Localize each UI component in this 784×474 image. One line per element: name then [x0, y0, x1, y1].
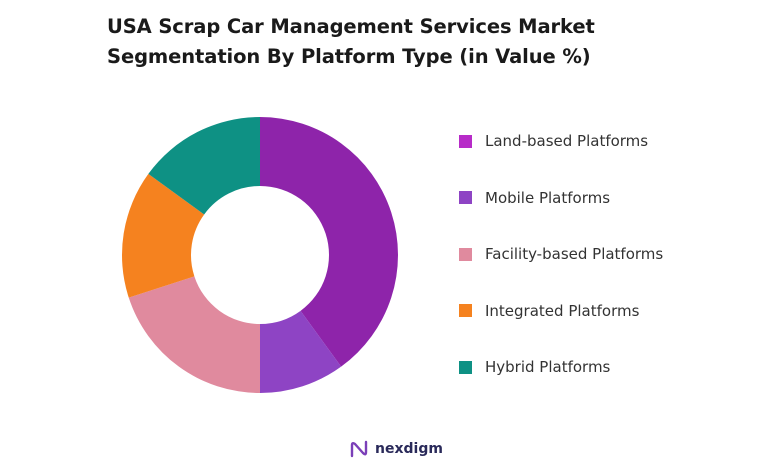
chart-legend: Land-based Platforms Mobile Platforms Fa… — [459, 127, 779, 381]
chart-title: USA Scrap Car Management Services Market… — [107, 12, 667, 72]
legend-swatch — [459, 247, 472, 261]
legend-label: Hybrid Platforms — [485, 358, 611, 376]
legend-swatch — [459, 134, 472, 148]
legend-item-facility-based: Facility-based Platforms — [459, 240, 779, 268]
nexdigm-logo-icon — [350, 440, 368, 458]
legend-swatch — [459, 304, 472, 317]
chart-title-line-2: Segmentation By Platform Type (in Value … — [107, 45, 591, 68]
legend-label: Facility-based Platforms — [485, 245, 664, 263]
legend-item-integrated: Integrated Platforms — [459, 297, 779, 325]
legend-swatch — [459, 360, 472, 374]
legend-label: Integrated Platforms — [485, 301, 640, 320]
donut-chart — [122, 117, 398, 393]
legend-label: Mobile Platforms — [485, 188, 611, 207]
legend-item-mobile: Mobile Platforms — [459, 184, 779, 212]
donut-slice-facility-based-platforms — [128, 276, 260, 393]
donut-slice-land-based-platforms — [260, 117, 398, 367]
donut-slice-hybrid-platforms — [148, 117, 260, 215]
legend-label: Land-based Platforms — [485, 132, 649, 150]
brand-name: nexdigm — [375, 441, 443, 457]
donut-slice-integrated-platforms — [122, 173, 205, 298]
legend-item-land-based: Land-based Platforms — [459, 127, 779, 155]
legend-swatch — [459, 191, 472, 204]
chart-title-line-1: USA Scrap Car Management Services Market — [107, 15, 595, 38]
donut-slice-mobile-platforms — [260, 310, 342, 393]
legend-item-hybrid: Hybrid Platforms — [459, 353, 779, 381]
brand-logo: nexdigm — [350, 440, 443, 458]
